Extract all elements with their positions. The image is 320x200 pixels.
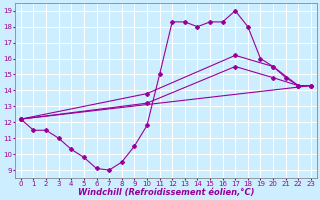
X-axis label: Windchill (Refroidissement éolien,°C): Windchill (Refroidissement éolien,°C) <box>78 188 254 197</box>
